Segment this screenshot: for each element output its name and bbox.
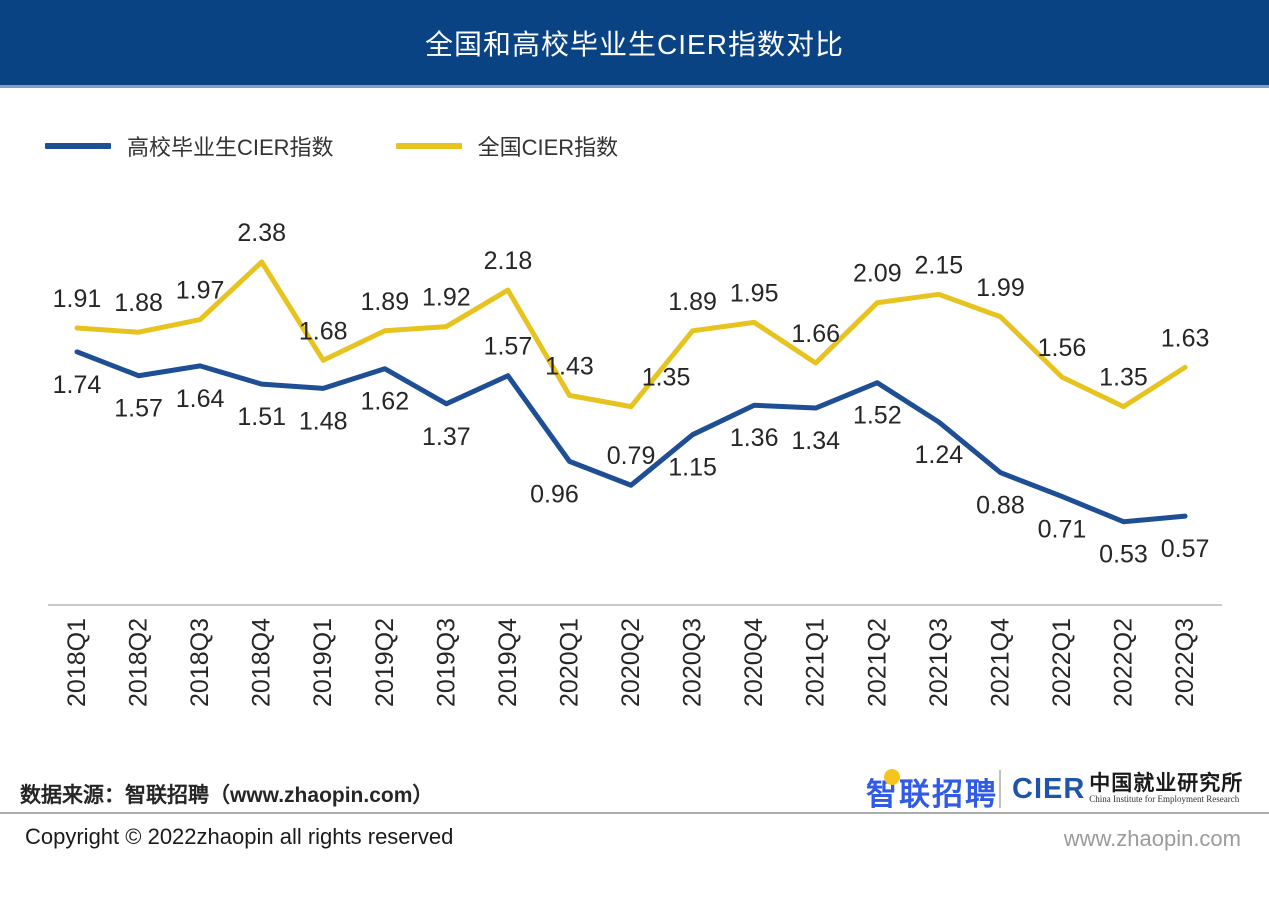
data-point-label: 2.15 — [915, 251, 964, 279]
college-line-swatch — [45, 143, 111, 149]
x-axis-label: 2021Q1 — [802, 618, 830, 707]
data-source-text: 数据来源：智联招聘（www.zhaopin.com） — [20, 784, 434, 807]
x-axis-label: 2018Q1 — [63, 618, 91, 707]
data-point-label: 0.57 — [1161, 535, 1210, 563]
data-point-label: 1.95 — [730, 279, 779, 307]
copyright-text: Copyright © 2022zhaopin all rights reser… — [25, 824, 454, 849]
data-point-label: 1.15 — [668, 454, 717, 482]
page-title: 全国和高校毕业生CIER指数对比 — [425, 28, 844, 60]
data-point-label: 0.71 — [1038, 515, 1087, 543]
footer-divider — [0, 812, 1269, 814]
data-point-label: 0.88 — [976, 492, 1025, 520]
legend: 高校毕业生CIER指数 全国CIER指数 — [45, 130, 618, 162]
x-axis-label: 2020Q1 — [555, 618, 583, 707]
logo-divider — [999, 770, 1001, 808]
legend-label-national: 全国CIER指数 — [477, 135, 619, 160]
x-axis-label: 2018Q3 — [186, 618, 214, 707]
data-point-label: 1.48 — [299, 407, 348, 435]
data-point-label: 1.35 — [642, 364, 691, 392]
legend-label-college: 高校毕业生CIER指数 — [127, 135, 334, 160]
national-series-line — [74, 259, 1188, 410]
x-axis-label: 2022Q1 — [1048, 618, 1076, 707]
title-bar-underline — [0, 85, 1269, 88]
data-point-label: 0.79 — [607, 442, 656, 470]
x-axis-label: 2019Q1 — [309, 618, 337, 707]
x-axis-label: 2021Q3 — [925, 618, 953, 707]
x-axis-label: 2021Q4 — [986, 618, 1014, 707]
data-point-label: 1.89 — [668, 288, 717, 316]
college-series-line — [74, 349, 1188, 525]
data-point-label: 1.24 — [915, 441, 964, 469]
data-point-label: 1.34 — [791, 427, 840, 455]
data-point-label: 0.96 — [530, 480, 579, 508]
cier-acronym: CIER — [1012, 773, 1086, 805]
data-point-label: 1.89 — [360, 288, 409, 316]
cier-english-name: China Institute for Employment Research — [1089, 794, 1240, 804]
data-point-label: 1.68 — [299, 317, 348, 345]
cier-logo: CIER 中国就业研究所 China Institute for Employm… — [1012, 772, 1243, 804]
x-axis-label: 2020Q2 — [617, 618, 645, 707]
data-point-label: 1.57 — [114, 395, 163, 423]
x-axis-label: 2019Q4 — [494, 618, 522, 707]
cier-names: 中国就业研究所 China Institute for Employment R… — [1089, 772, 1243, 804]
data-point-label: 1.63 — [1161, 324, 1210, 352]
data-point-label: 1.36 — [730, 424, 779, 452]
legend-item-college: 高校毕业生CIER指数 — [45, 130, 334, 162]
data-point-label: 1.88 — [114, 289, 163, 317]
data-point-label: 1.74 — [53, 371, 102, 399]
x-axis-label: 2022Q3 — [1171, 618, 1199, 707]
legend-item-national: 全国CIER指数 — [395, 130, 619, 162]
cier-chinese-name: 中国就业研究所 — [1089, 771, 1244, 795]
data-point-label: 1.92 — [422, 284, 471, 312]
website-url-text: www.zhaopin.com — [1063, 826, 1241, 851]
data-point-label: 2.18 — [484, 247, 533, 275]
data-point-label: 1.35 — [1099, 364, 1148, 392]
x-axis-label: 2018Q4 — [248, 618, 276, 707]
x-axis-label: 2020Q4 — [740, 618, 768, 707]
data-point-label: 2.09 — [853, 260, 902, 288]
data-point-label: 1.56 — [1038, 334, 1087, 362]
data-point-label: 1.51 — [237, 403, 286, 431]
line-chart: 2018Q1 2018Q2 2018Q3 2018Q4 2019Q1 2019Q2 2019… — [48, 219, 1222, 707]
data-point-label: 1.97 — [176, 277, 225, 305]
data-point-label: 2.38 — [237, 219, 286, 247]
data-point-label: 1.64 — [176, 385, 225, 413]
x-axis-label: 2021Q2 — [863, 618, 891, 707]
title-bar: 全国和高校毕业生CIER指数对比 — [0, 0, 1269, 85]
x-axis-label: 2022Q2 — [1110, 618, 1138, 707]
national-line-swatch — [395, 143, 462, 149]
data-point-label: 1.62 — [360, 388, 409, 416]
data-point-label: 1.52 — [853, 402, 902, 430]
data-point-label: 1.91 — [53, 285, 102, 313]
data-point-label: 1.43 — [545, 352, 594, 380]
data-point-label: 0.53 — [1099, 541, 1148, 569]
x-axis-label: 2019Q2 — [371, 618, 399, 707]
data-point-label: 1.66 — [791, 320, 840, 348]
x-axis-label: 2020Q3 — [679, 618, 707, 707]
zhaopin-logo-dot-icon — [884, 769, 900, 785]
data-point-label: 1.57 — [484, 333, 533, 361]
data-point-label: 1.37 — [422, 423, 471, 451]
zhaopin-logo: 智联招聘 — [866, 769, 998, 814]
x-axis-label: 2018Q2 — [125, 618, 153, 707]
data-point-label: 1.99 — [976, 274, 1025, 302]
x-axis-label: 2019Q3 — [432, 618, 460, 707]
